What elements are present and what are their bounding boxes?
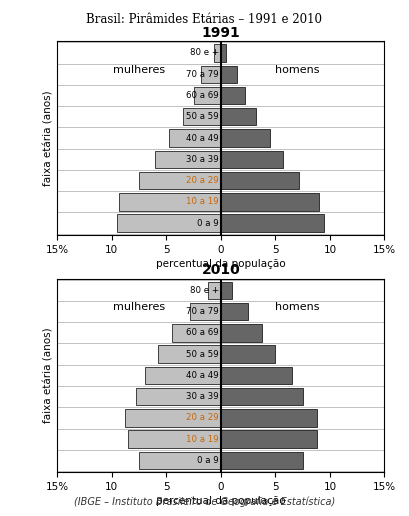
Text: 50 a 59: 50 a 59 xyxy=(186,350,219,359)
Bar xyxy=(155,151,221,168)
Text: 20 a 29: 20 a 29 xyxy=(186,176,219,185)
Text: 70 a 79: 70 a 79 xyxy=(186,70,219,79)
Text: 70 a 79: 70 a 79 xyxy=(186,307,219,316)
X-axis label: percentual da população: percentual da população xyxy=(156,259,285,269)
Text: mulheres: mulheres xyxy=(113,302,165,312)
Bar xyxy=(221,193,319,211)
Bar xyxy=(139,452,221,469)
Text: 60 a 69: 60 a 69 xyxy=(186,91,219,100)
Bar xyxy=(221,151,283,168)
Bar xyxy=(183,108,221,125)
Title: 2010: 2010 xyxy=(202,264,240,278)
Bar xyxy=(221,430,317,448)
Y-axis label: faixa etária (anos): faixa etária (anos) xyxy=(43,90,53,186)
Title: 1991: 1991 xyxy=(202,26,240,40)
Text: 0 a 9: 0 a 9 xyxy=(197,456,219,465)
Bar xyxy=(221,66,237,83)
X-axis label: percentual da população: percentual da população xyxy=(156,496,285,506)
Bar xyxy=(136,388,221,406)
Text: 20 a 29: 20 a 29 xyxy=(186,413,219,423)
Bar xyxy=(125,409,221,427)
Text: mulheres: mulheres xyxy=(113,65,165,75)
Text: 30 a 39: 30 a 39 xyxy=(186,392,219,401)
Bar xyxy=(119,193,221,211)
Bar xyxy=(221,345,275,363)
Bar xyxy=(221,130,270,147)
Bar xyxy=(221,409,317,427)
Bar xyxy=(169,130,221,147)
Bar xyxy=(157,345,221,363)
Text: 80 e +: 80 e + xyxy=(189,49,219,57)
Text: 0 a 9: 0 a 9 xyxy=(197,219,219,228)
Bar xyxy=(201,66,221,83)
Bar xyxy=(221,282,232,299)
Bar xyxy=(193,87,221,104)
Text: homens: homens xyxy=(275,302,319,312)
Bar xyxy=(208,282,221,299)
Bar xyxy=(144,367,221,384)
Bar xyxy=(221,214,324,232)
Bar xyxy=(221,388,303,406)
Text: homens: homens xyxy=(275,65,319,75)
Bar xyxy=(221,367,292,384)
Bar xyxy=(139,172,221,189)
Text: 60 a 69: 60 a 69 xyxy=(186,328,219,337)
Bar xyxy=(172,324,221,342)
Bar xyxy=(128,430,221,448)
Bar xyxy=(214,44,221,62)
Bar xyxy=(190,303,221,320)
Text: 40 a 49: 40 a 49 xyxy=(186,371,219,380)
Bar xyxy=(221,303,248,320)
Bar xyxy=(221,324,262,342)
Text: Brasil: Pirâmides Etárias – 1991 e 2010: Brasil: Pirâmides Etárias – 1991 e 2010 xyxy=(86,13,323,26)
Bar xyxy=(221,452,303,469)
Text: 10 a 19: 10 a 19 xyxy=(186,197,219,206)
Bar xyxy=(221,87,245,104)
Bar xyxy=(221,172,299,189)
Text: 30 a 39: 30 a 39 xyxy=(186,155,219,164)
Bar xyxy=(221,108,256,125)
Bar xyxy=(221,44,226,62)
Y-axis label: faixa etária (anos): faixa etária (anos) xyxy=(43,328,53,423)
Text: 10 a 19: 10 a 19 xyxy=(186,434,219,444)
Text: (IBGE – Instituto Brasileiro de Geografia e Estatística): (IBGE – Instituto Brasileiro de Geografi… xyxy=(74,496,335,507)
Text: 80 e +: 80 e + xyxy=(189,286,219,295)
Bar xyxy=(117,214,221,232)
Text: 50 a 59: 50 a 59 xyxy=(186,112,219,121)
Text: 40 a 49: 40 a 49 xyxy=(186,134,219,142)
